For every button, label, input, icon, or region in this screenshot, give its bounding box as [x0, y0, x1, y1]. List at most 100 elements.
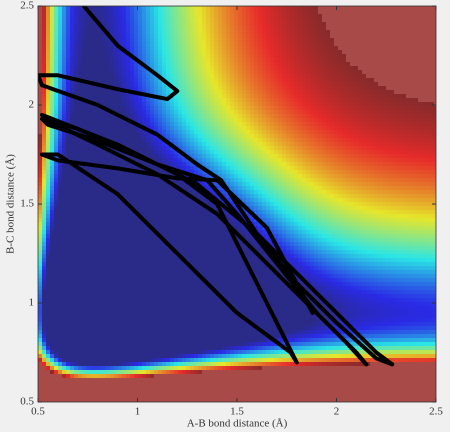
surface-cell [162, 26, 167, 31]
surface-cell [218, 90, 223, 95]
surface-cell [358, 74, 363, 79]
surface-cell [330, 110, 335, 115]
surface-cell [294, 154, 299, 159]
surface-cell [238, 14, 243, 19]
surface-cell [210, 98, 215, 103]
surface-cell [254, 178, 259, 183]
surface-cell [158, 46, 163, 51]
surface-cell [294, 198, 299, 203]
surface-cell [338, 10, 343, 15]
surface-cell [306, 10, 311, 15]
surface-cell [350, 38, 355, 43]
surface-cell [234, 118, 239, 123]
surface-cell [434, 26, 436, 31]
surface-cell [326, 174, 331, 179]
surface-cell [138, 38, 143, 43]
surface-cell [382, 98, 387, 103]
surface-cell [238, 194, 243, 199]
surface-cell [418, 86, 423, 91]
surface-cell [230, 170, 235, 175]
surface-cell [314, 154, 319, 159]
surface-cell [410, 154, 415, 159]
surface-cell [290, 102, 295, 107]
surface-cell [58, 146, 63, 151]
surface-cell [238, 178, 243, 183]
surface-cell [254, 18, 259, 23]
surface-cell [138, 70, 143, 75]
surface-cell [70, 182, 75, 187]
surface-cell [242, 162, 247, 167]
surface-cell [354, 150, 359, 155]
surface-cell [274, 102, 279, 107]
surface-cell [354, 78, 359, 83]
surface-cell [142, 6, 147, 11]
surface-cell [342, 102, 347, 107]
surface-cell [146, 194, 151, 199]
surface-cell [214, 42, 219, 47]
surface-cell [374, 14, 379, 19]
surface-cell [162, 70, 167, 75]
surface-cell [214, 14, 219, 19]
surface-cell [226, 154, 231, 159]
surface-cell [258, 166, 263, 171]
surface-cell [66, 194, 71, 199]
surface-cell [310, 62, 315, 67]
surface-cell [402, 114, 407, 119]
surface-cell [258, 66, 263, 71]
surface-cell [202, 122, 207, 127]
surface-cell [186, 146, 191, 151]
surface-cell [282, 18, 287, 23]
surface-cell [262, 190, 267, 195]
surface-cell [98, 154, 103, 159]
surface-cell [274, 98, 279, 103]
surface-cell [122, 130, 127, 135]
surface-cell [238, 54, 243, 59]
surface-cell [398, 122, 403, 127]
surface-cell [158, 82, 163, 87]
surface-cell [278, 198, 283, 203]
surface-cell [158, 38, 163, 43]
surface-cell [134, 186, 139, 191]
surface-cell [314, 198, 319, 203]
surface-cell [114, 98, 119, 103]
surface-cell [266, 146, 271, 151]
surface-cell [170, 30, 175, 35]
surface-cell [134, 86, 139, 91]
surface-cell [394, 202, 399, 207]
surface-cell [146, 118, 151, 123]
surface-cell [278, 174, 283, 179]
surface-cell [130, 70, 135, 75]
surface-cell [254, 154, 259, 159]
surface-cell [310, 94, 315, 99]
surface-cell [366, 78, 371, 83]
surface-cell [158, 194, 163, 199]
surface-cell [194, 146, 199, 151]
surface-cell [250, 74, 255, 79]
surface-cell [78, 150, 83, 155]
surface-cell [318, 166, 323, 171]
surface-cell [318, 38, 323, 43]
surface-cell [158, 98, 163, 103]
surface-cell [186, 102, 191, 107]
surface-cell [358, 158, 363, 163]
surface-cell [42, 178, 47, 183]
surface-cell [350, 78, 355, 83]
surface-cell [374, 22, 379, 27]
surface-cell [382, 170, 387, 175]
surface-cell [74, 34, 79, 39]
surface-cell [150, 58, 155, 63]
surface-cell [98, 130, 103, 135]
surface-cell [110, 50, 115, 55]
surface-cell [330, 86, 335, 91]
surface-cell [166, 54, 171, 59]
surface-cell [46, 170, 51, 175]
surface-cell [202, 198, 207, 203]
surface-cell [278, 102, 283, 107]
surface-cell [362, 62, 367, 67]
surface-cell [350, 26, 355, 31]
surface-cell [342, 86, 347, 91]
surface-cell [54, 58, 59, 63]
surface-cell [102, 90, 107, 95]
surface-cell [306, 178, 311, 183]
surface-cell [194, 94, 199, 99]
